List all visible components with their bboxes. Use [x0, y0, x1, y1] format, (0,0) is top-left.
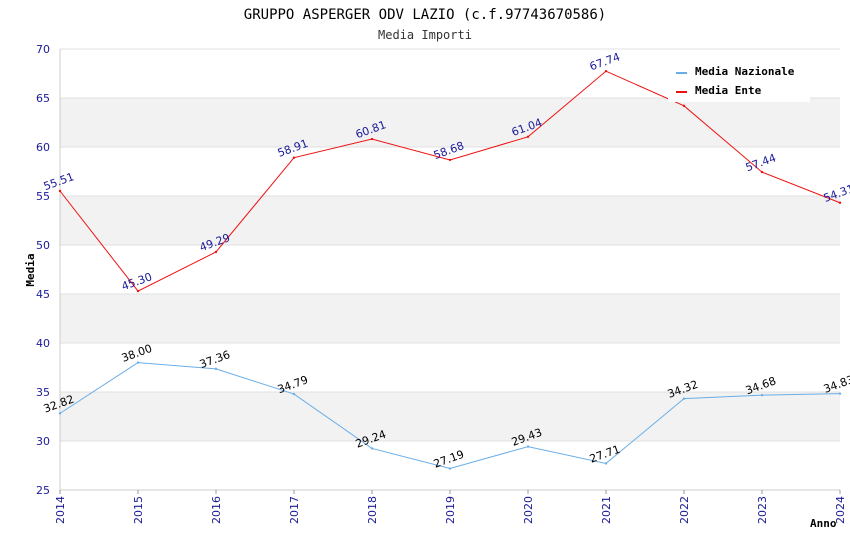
x-axis-title: Anno: [810, 517, 837, 530]
y-tick-label: 40: [36, 337, 50, 350]
data-point-media-nazionale: [136, 361, 140, 364]
data-point-media-nazionale: [448, 467, 452, 470]
x-tick-label: 2017: [288, 496, 301, 524]
chart-title: GRUPPO ASPERGER ODV LAZIO (c.f.977436705…: [244, 7, 606, 23]
y-axis-title: Media: [24, 253, 37, 286]
data-label-media-ente: 67.74: [588, 50, 622, 73]
data-point-media-ente: [448, 158, 452, 162]
data-point-media-nazionale: [838, 392, 842, 395]
data-label-media-ente: 55.51: [42, 170, 76, 193]
x-tick-label: 2019: [444, 496, 457, 524]
y-tick-label: 25: [36, 484, 50, 497]
data-point-media-nazionale: [370, 447, 374, 450]
chart-subtitle: Media Importi: [378, 28, 472, 42]
x-tick-label: 2016: [210, 496, 223, 524]
y-tick-label: 45: [36, 288, 50, 301]
y-tick-label: 60: [36, 141, 50, 154]
data-point-media-ente: [682, 104, 686, 108]
data-point-media-nazionale: [214, 367, 218, 371]
data-point-media-ente: [292, 156, 296, 159]
data-point-media-ente: [136, 289, 140, 293]
legend: Media Nazionale Media Ente: [668, 60, 810, 102]
x-tick-label: 2015: [132, 496, 145, 524]
data-label-media-nazionale: 27.71: [588, 443, 622, 466]
x-tick-labels: 2014 2015 2016 2017 2018 2019 2020 2021 2022 2023…: [54, 490, 847, 524]
y-tick-label: 35: [36, 386, 50, 399]
legend-label-media-ente: Media Ente: [695, 84, 762, 97]
y-tick-label: 65: [36, 92, 50, 105]
x-tick-label: 2023: [756, 496, 769, 524]
x-tick-label: 2018: [366, 496, 379, 524]
data-label-media-nazionale: 38.00: [120, 342, 154, 365]
data-point-media-ente: [760, 170, 764, 174]
data-point-media-nazionale: [760, 393, 764, 397]
data-point-media-ente: [526, 135, 530, 139]
legend-label-media-nazionale: Media Nazionale: [695, 65, 795, 78]
data-point-media-nazionale: [604, 462, 608, 465]
x-tick-label: 2022: [678, 496, 691, 524]
series-lines: [58, 69, 842, 470]
data-point-media-nazionale: [682, 397, 686, 400]
y-tick-label: 30: [36, 435, 50, 448]
y-tick-labels: 25 30 35 40 45 50 55 60 65 70: [36, 43, 50, 497]
x-tick-label: 2014: [54, 496, 67, 524]
grid-band: [60, 196, 840, 245]
data-point-media-ente: [214, 250, 218, 254]
legend-box: [668, 60, 810, 102]
grid-band: [60, 294, 840, 343]
data-point-media-nazionale: [526, 445, 530, 448]
data-point-media-nazionale: [292, 392, 296, 396]
x-tick-label: 2020: [522, 496, 535, 524]
grid-band: [60, 98, 840, 147]
data-point-media-ente: [370, 137, 374, 141]
y-tick-label: 70: [36, 43, 50, 56]
data-point-media-ente: [604, 69, 608, 73]
grid-band: [60, 392, 840, 441]
data-label-media-nazionale: 27.19: [432, 448, 466, 471]
x-tick-label: 2024: [834, 496, 847, 524]
grid-bands: [60, 98, 840, 441]
y-tick-label: 55: [36, 190, 50, 203]
data-label-media-nazionale: 37.36: [198, 348, 232, 371]
data-point-media-nazionale: [58, 412, 62, 415]
x-tick-label: 2021: [600, 496, 613, 524]
data-point-media-ente: [58, 189, 62, 193]
y-tick-label: 50: [36, 239, 50, 252]
data-point-media-ente: [838, 201, 842, 204]
